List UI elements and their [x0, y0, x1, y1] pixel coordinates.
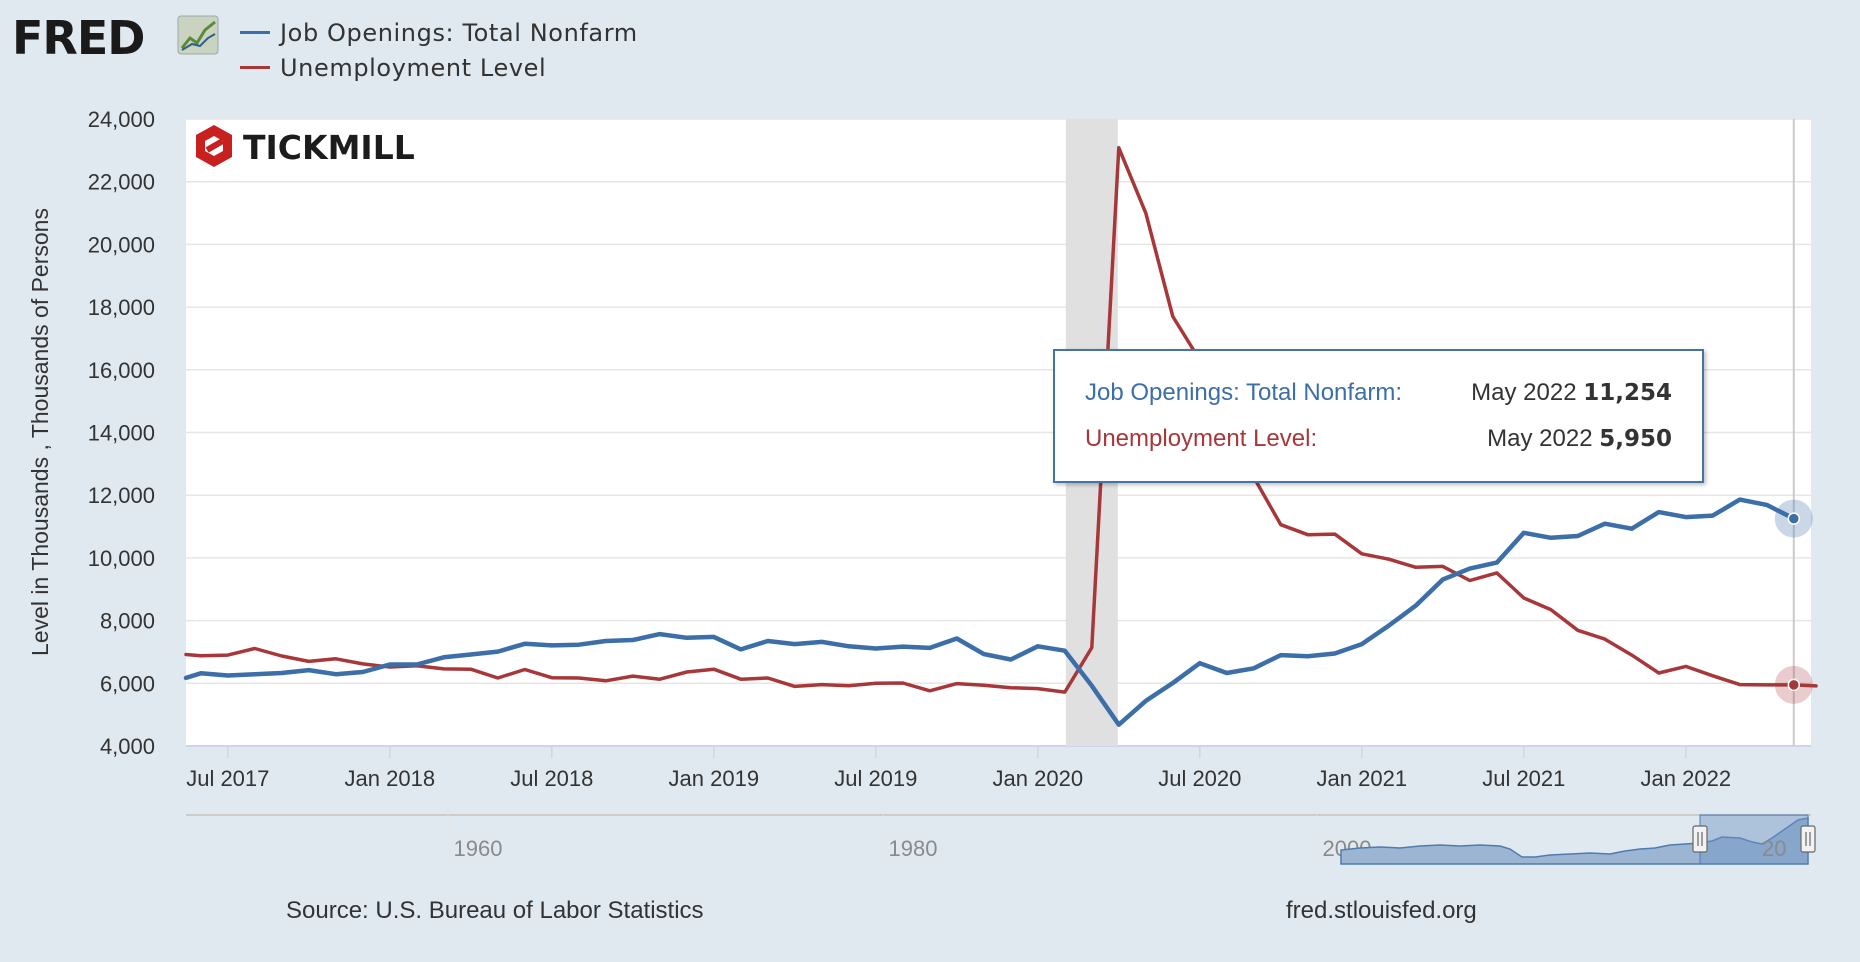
- navigator-handle-left[interactable]: [1692, 825, 1708, 853]
- legend-swatch-unemployment: [240, 65, 270, 69]
- legend-item-unemployment[interactable]: Unemployment Level: [240, 54, 546, 82]
- tickmill-logo-text: TICKMILL: [243, 128, 415, 167]
- y-tick-label: 14,000: [88, 421, 155, 446]
- x-tick-label: Jul 2017: [186, 766, 269, 791]
- tooltip-date-job-openings: May 2022: [1471, 379, 1577, 406]
- site-link[interactable]: fred.stlouisfed.org: [1286, 897, 1477, 924]
- tooltip-row-job-openings: Job Openings: Total Nonfarm: May 2022 11…: [1085, 379, 1672, 409]
- tooltip-date-unemployment: May 2022: [1487, 425, 1593, 452]
- y-tick-label: 22,000: [88, 170, 155, 195]
- x-tick-label: Jul 2021: [1482, 766, 1565, 791]
- navigator-label-2020: 20: [1762, 836, 1786, 861]
- x-tick-label: Jan 2019: [669, 766, 760, 791]
- x-tick-label: Jul 2018: [510, 766, 593, 791]
- marker-unemployment: [1787, 678, 1801, 692]
- y-tick-label: 12,000: [88, 483, 155, 508]
- fred-logo[interactable]: FRED: [12, 11, 222, 65]
- series-lines: [183, 146, 1818, 727]
- y-tick-label: 20,000: [88, 232, 155, 257]
- navigator-label-1960: 1960: [454, 836, 503, 861]
- tooltip: Job Openings: Total Nonfarm: May 2022 11…: [1053, 349, 1704, 483]
- y-tick-label: 10,000: [88, 546, 155, 571]
- legend-label-job-openings: Job Openings: Total Nonfarm: [280, 19, 638, 47]
- marker-job-openings: [1787, 512, 1801, 525]
- y-tick-label: 4,000: [100, 734, 155, 759]
- x-tick-label: Jan 2020: [993, 766, 1084, 791]
- tooltip-number-job-openings: 11,254: [1583, 380, 1672, 406]
- tooltip-label-unemployment: Unemployment Level:: [1085, 425, 1318, 452]
- tooltip-label-job-openings: Job Openings: Total Nonfarm:: [1085, 379, 1403, 406]
- y-axis-ticks: 4,000 6,000 8,000 10,000 12,000 14,000 16,000 1…: [88, 107, 155, 759]
- hover-markers: [1774, 499, 1813, 704]
- y-tick-label: 8,000: [100, 609, 155, 634]
- x-axis-ticks: Jul 2017 Jan 2018 Jul 2018 Jan 2019 Jul 2019…: [186, 746, 1731, 791]
- series-line-job-openings[interactable]: [183, 497, 1797, 727]
- navigator-label-1980: 1980: [889, 836, 938, 861]
- tooltip-value-job-openings: May 2022 11,254: [1471, 379, 1672, 407]
- x-tick-label: Jan 2021: [1317, 766, 1408, 791]
- tooltip-value-unemployment: May 2022 5,950: [1487, 425, 1672, 453]
- legend-item-job-openings[interactable]: Job Openings: Total Nonfarm: [240, 19, 638, 47]
- y-tick-label: 6,000: [100, 671, 155, 696]
- navigator[interactable]: 1960 1980 2000 20: [186, 814, 1816, 865]
- fred-logo-graphic: FRED: [12, 11, 219, 65]
- x-tick-label: Jul 2019: [834, 766, 917, 791]
- y-tick-label: 18,000: [88, 295, 155, 320]
- x-tick-label: Jul 2020: [1158, 766, 1241, 791]
- x-tick-label: Jan 2022: [1641, 766, 1732, 791]
- fred-logo-text: FRED: [12, 12, 144, 60]
- gridlines: [186, 118, 1811, 747]
- y-axis-label: Level in Thousands , Thousands of Person…: [27, 208, 53, 656]
- navigator-selection[interactable]: [1699, 814, 1809, 865]
- x-tick-label: Jan 2018: [345, 766, 436, 791]
- legend-swatch-job-openings: [240, 30, 270, 34]
- tooltip-number-unemployment: 5,950: [1599, 426, 1672, 452]
- series-line-unemployment[interactable]: [184, 146, 1818, 694]
- tooltip-row-unemployment: Unemployment Level: May 2022 5,950: [1085, 425, 1672, 455]
- tickmill-watermark: TICKMILL: [196, 125, 415, 167]
- navigator-handle-right[interactable]: [1800, 825, 1816, 853]
- navigator-series-area: [1340, 817, 1809, 865]
- source-note: Source: U.S. Bureau of Labor Statistics: [286, 897, 704, 924]
- y-tick-label: 16,000: [88, 358, 155, 383]
- fred-chart-icon: [177, 15, 219, 55]
- legend-label-unemployment: Unemployment Level: [280, 54, 547, 82]
- y-tick-label: 24,000: [88, 107, 155, 132]
